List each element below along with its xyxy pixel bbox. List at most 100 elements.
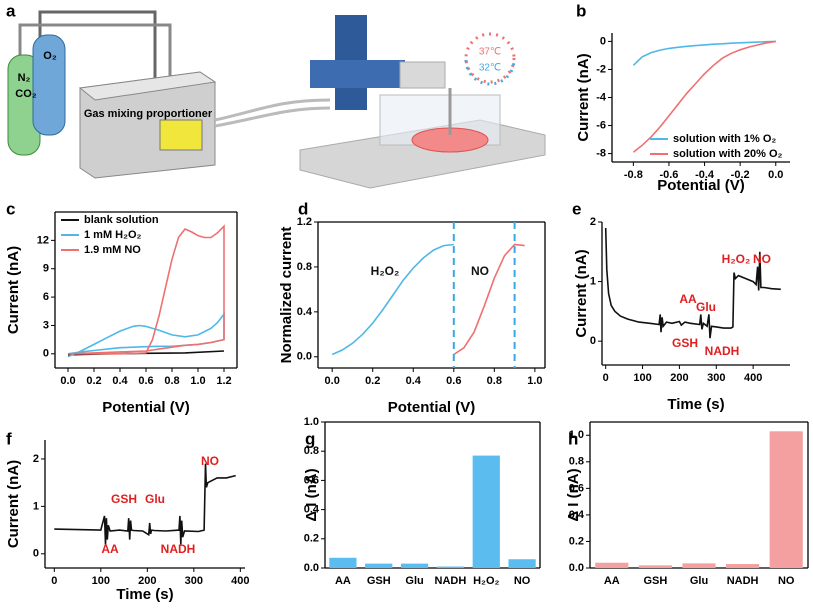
panel-letter: f [6, 429, 12, 448]
panel-letter: d [298, 199, 308, 218]
gas-label: N₂ [18, 72, 31, 84]
y-tick-label: 1 [590, 275, 596, 287]
bar [365, 563, 393, 568]
y-tick-label: 0 [33, 548, 39, 560]
annotation: H₂O₂ [722, 252, 751, 266]
panel-a: a O₂ N₂ CO₂ Gas mixing proportioner 37℃ … [6, 1, 546, 189]
gas-label: O₂ [43, 50, 57, 62]
x-tick-label: 200 [670, 372, 688, 384]
bar [400, 563, 429, 568]
x-tick-label: 400 [744, 372, 762, 384]
device-top [78, 71, 217, 101]
x-axis-title: Time (s) [116, 586, 173, 603]
temp-label: 32℃ [479, 63, 501, 74]
y-tick-label: 2 [33, 453, 39, 465]
x-tick-label: 0.0 [325, 375, 340, 387]
y-tick-label: 1 [33, 500, 39, 512]
annotation: H₂O₂ [371, 264, 400, 278]
x-tick-label: NO [778, 575, 795, 587]
x-tick-label: NADH [727, 575, 759, 587]
cylinder [32, 34, 66, 136]
annotation: AA [101, 542, 119, 556]
gas-label: CO₂ [15, 88, 37, 100]
y-tick-label: 0 [590, 335, 596, 347]
electrode-mount [399, 61, 446, 89]
panel-letter: h [568, 429, 578, 448]
y-tick-label: 0.8 [297, 261, 312, 273]
x-tick-label: H₂O₂ [473, 575, 499, 587]
device-label: Gas mixing proportioner [84, 108, 213, 120]
data-line [604, 227, 781, 339]
y-tick-label: 1.0 [304, 416, 319, 428]
bar [595, 562, 629, 568]
y-tick-label: 9 [43, 263, 49, 275]
holder-arm [310, 60, 405, 88]
y-axis-title: Δ I (nA) [303, 468, 320, 521]
y-tick-label: 0.4 [304, 504, 320, 516]
x-tick-label: 0.2 [365, 375, 380, 387]
x-tick-label: GSH [367, 575, 391, 587]
x-tick-label: 0 [51, 575, 57, 587]
annotation: AA [679, 292, 697, 306]
screen [159, 119, 203, 151]
x-axis-title: Potential (V) [657, 177, 745, 194]
data-line [67, 311, 225, 358]
annotation: NO [201, 454, 219, 468]
annotation: Glu [696, 300, 716, 314]
y-tick-label: 3 [43, 319, 49, 331]
annotation: GSH [672, 336, 698, 350]
y-tick-label: 0.6 [569, 482, 584, 494]
x-axis-title: Potential (V) [102, 399, 190, 416]
annotation: NADH [161, 542, 196, 556]
x-tick-label: 300 [707, 372, 725, 384]
x-tick-label: AA [604, 575, 620, 587]
bar [436, 566, 465, 568]
y-tick-label: 6 [43, 291, 49, 303]
x-tick-label: 1.0 [190, 375, 205, 387]
legend-label: solution with 1% O₂ [673, 133, 776, 145]
tube [214, 98, 331, 128]
x-tick-label: GSH [643, 575, 667, 587]
legend-label: blank solution [84, 214, 159, 226]
panel-letter: a [6, 1, 16, 20]
bar [682, 563, 716, 568]
annotation: NADH [705, 344, 740, 358]
x-tick-label: 0.6 [446, 375, 461, 387]
x-tick-label: NADH [435, 575, 467, 587]
legend-label: solution with 20% O₂ [673, 148, 783, 160]
x-tick-label: 0.2 [86, 375, 101, 387]
y-axis-title: Current (nA) [573, 249, 590, 337]
x-tick-label: 300 [185, 575, 203, 587]
x-tick-label: -0.4 [695, 169, 715, 181]
panel-letter: g [305, 429, 315, 448]
y-axis-title: Δ I (nA) [565, 468, 582, 521]
y-tick-label: 0.4 [569, 509, 585, 521]
y-axis-title: Current (nA) [5, 460, 22, 548]
x-axis-title: Potential (V) [388, 399, 476, 416]
data-line [632, 40, 776, 153]
y-tick-label: 0.0 [297, 351, 312, 363]
y-tick-label: 0.2 [569, 535, 584, 547]
panel-letter: c [6, 199, 15, 218]
bar [769, 431, 803, 568]
x-tick-label: 0.4 [112, 375, 128, 387]
x-tick-label: -0.2 [731, 169, 750, 181]
annotation: NO [753, 252, 771, 266]
x-tick-label: 400 [231, 575, 249, 587]
temp-ring [464, 32, 516, 84]
x-tick-label: 1.0 [527, 375, 542, 387]
y-tick-label: -6 [596, 119, 606, 131]
x-tick-label: 0.0 [768, 169, 783, 181]
y-tick-label: 0.6 [304, 474, 319, 486]
x-tick-label: 200 [138, 575, 156, 587]
data-line [54, 463, 236, 545]
y-tick-label: 0.4 [297, 306, 313, 318]
x-tick-label: Glu [690, 575, 708, 587]
y-tick-label: 0.2 [304, 533, 319, 545]
annotation: Glu [145, 492, 165, 506]
y-axis-title: Normalized current [278, 227, 295, 364]
x-tick-label: AA [335, 575, 351, 587]
x-tick-label: Glu [405, 575, 423, 587]
y-axis-title: Current (nA) [575, 53, 592, 141]
x-tick-label: 0 [603, 372, 609, 384]
